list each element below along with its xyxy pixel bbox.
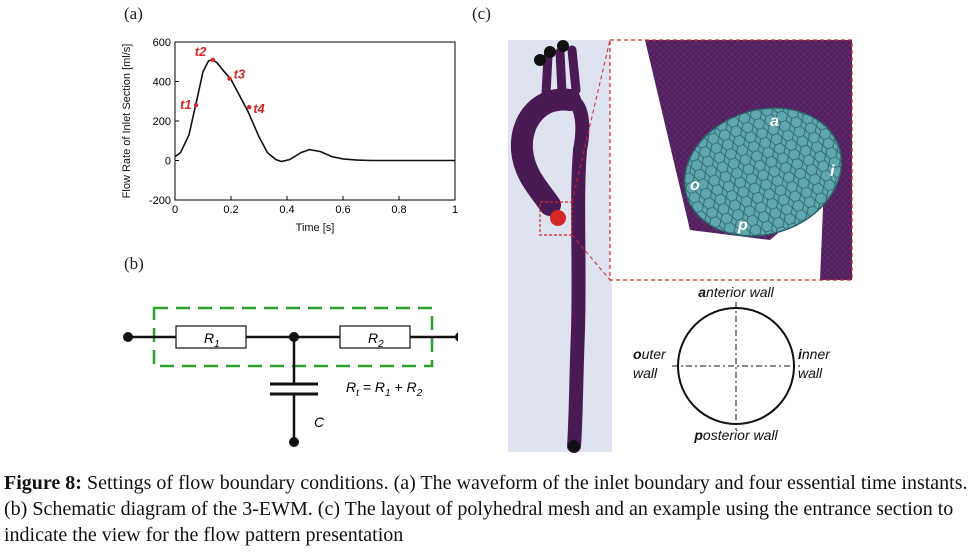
mesh-label-a: a [770,113,779,130]
y-tick-label: 0 [165,156,171,168]
time-instant-label: t4 [253,101,265,116]
time-instant-point [193,103,199,108]
outlet-node-2 [544,46,556,58]
outer-wall-label-line2: wall [633,365,658,381]
time-instant-label: t3 [234,67,246,82]
caption-label: Figure 8: [4,472,82,494]
time-instant-point [227,76,232,81]
windkessel-circuit: R1 R2 C Rt = R1 + R2 [123,306,458,447]
y-tick-label: 200 [153,116,171,128]
terminal-right [455,332,458,342]
capacitor-label: C [314,414,325,430]
aortic-branches [541,45,581,99]
panel-label-b: (b) [124,254,144,273]
mesh-panel: a o i p anterior wall posterior wall out… [508,39,853,453]
time-instant-label: t1 [180,97,192,112]
r2-label: R2 [368,330,384,350]
x-ticks: 0 0.2 0.4 0.6 0.8 1 [172,196,458,216]
outlet-node-bottom [568,440,580,452]
time-instant-point [247,104,252,110]
flow-rate-line [174,58,455,163]
aortic-arch [510,88,581,216]
panel-label-c: (c) [472,4,491,23]
caption-text: Settings of flow boundary conditions. (a… [4,472,968,546]
zoom-guide-bottom [571,234,611,281]
mesh-label-i: i [830,163,835,180]
x-tick-label: 0.8 [391,204,406,216]
inlet-marker-box [539,201,573,236]
resistor-r2 [339,325,411,349]
y-axis-label: Flow Rate of Inlet Section [ml/s] [121,44,133,199]
resistor-r1 [175,325,247,349]
anterior-wall-label: anterior wall [698,284,774,300]
time-instant-label: t2 [195,44,207,59]
inlet-highlight [550,210,566,226]
mesh-label-o: o [690,177,700,194]
outer-wall-label: outer [633,346,667,362]
x-axis-label: Time [s] [296,222,335,234]
panel-label-a: (a) [124,4,143,23]
x-tick-label: 0.4 [279,204,294,216]
x-tick-label: 0.6 [335,204,350,216]
resistance-equation: Rt = R1 + R2 [346,379,423,399]
inner-wall-label: inner [798,346,831,362]
x-tick-label: 1 [452,204,458,216]
posterior-wall-label: posterior wall [693,427,778,443]
mesh-zoom-view: a o i p [610,40,852,280]
y-ticks: -200 0 200 400 600 [149,37,179,207]
plot-frame [174,41,456,201]
inlet-cross-section [683,107,843,237]
time-instant-point [210,57,215,62]
x-tick-label: 0 [172,204,178,216]
outlet-node-3 [534,54,546,66]
time-instant-annotations: t1 t2 t3 t4 [180,44,266,116]
outlet-node-1 [557,40,569,52]
y-tick-label: 400 [153,77,171,89]
y-tick-label: 600 [153,37,171,49]
mesh-zoom-frame [609,39,853,281]
x-tick-label: 0.2 [223,204,238,216]
terminal-left [123,332,133,342]
descending-aorta [563,93,590,453]
mesh-label-p: p [737,217,748,234]
inner-wall-label-line2: wall [798,365,823,381]
terminal-ground [289,437,299,447]
figure-caption: Figure 8: Settings of flow boundary cond… [4,470,976,548]
r1-label: R1 [204,330,220,350]
y-tick-label: -200 [149,195,171,207]
